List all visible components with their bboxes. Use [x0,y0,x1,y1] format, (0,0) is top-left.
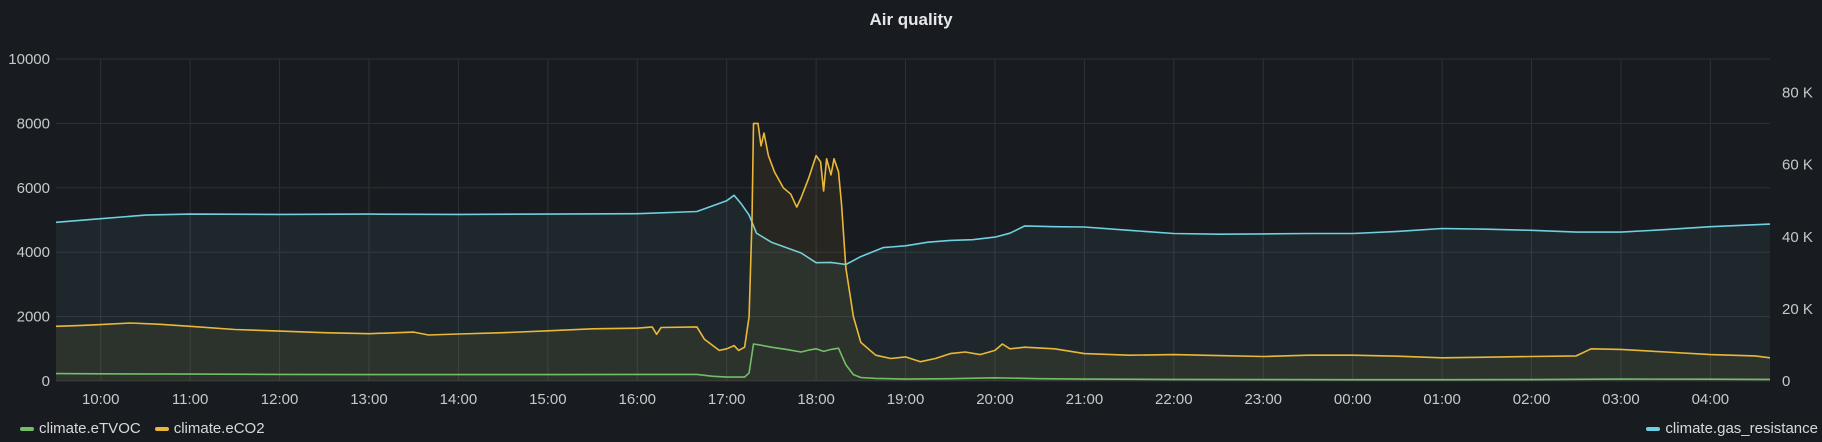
legend-label-eco2: climate.eCO2 [173,420,265,437]
x-tick-label: 15:00 [529,391,567,408]
y-left-tick-label: 0 [42,373,50,390]
legend-left: climate.eTVOC climate.eCO2 [20,420,279,437]
y-left-tick-label: 4000 [17,244,50,261]
x-tick-label: 16:00 [618,391,656,408]
series-line-gas-resistance [55,194,1771,266]
y-right-tick-label: 60 K [1782,157,1813,174]
series-area-eco2 [56,123,1770,382]
y-left-tick-label: 8000 [17,115,50,132]
y-left-tick-label: 2000 [17,309,50,326]
x-tick-label: 00:00 [1334,391,1372,408]
x-tick-label: 04:00 [1692,391,1730,408]
legend-swatch-etvoc [20,426,34,431]
legend-label-etvoc: climate.eTVOC [39,420,141,437]
legend-swatch-eco2 [154,426,169,431]
x-tick-label: 11:00 [172,391,208,408]
legend-right: climate.gas_resistance [1646,420,1818,437]
x-tick-label: 20:00 [976,391,1014,408]
x-tick-label: 02:00 [1513,391,1551,408]
x-tick-label: 17:00 [708,391,746,408]
x-tick-label: 19:00 [887,391,925,408]
y-left-tick-label: 6000 [17,180,50,197]
x-tick-label: 03:00 [1602,391,1640,408]
x-tick-label: 13:00 [350,391,388,408]
legend-swatch-gas-resistance [1646,426,1661,431]
y-right-tick-label: 80 K [1782,85,1813,102]
x-tick-label: 18:00 [797,391,835,408]
x-tick-label: 10:00 [82,391,120,408]
y-right-tick-label: 40 K [1782,229,1813,246]
series-line-etvoc [55,343,1771,381]
legend-label-gas-resistance: climate.gas_resistance [1665,420,1818,437]
x-tick-label: 01:00 [1423,391,1461,408]
series-area-gas-resistance [56,195,1770,381]
legend-item-gas-resistance[interactable]: climate.gas_resistance [1646,420,1818,437]
y-left-tick-label: 10000 [8,51,50,68]
y-right-tick-label: 20 K [1782,301,1813,318]
y-right-tick-label: 0 [1782,373,1790,390]
x-tick-label: 14:00 [440,391,478,408]
x-tick-label: 21:00 [1066,391,1104,408]
series-line-eco2 [55,122,1771,363]
x-tick-label: 23:00 [1244,391,1282,408]
x-tick-label: 12:00 [261,391,299,408]
x-tick-label: 22:00 [1155,391,1193,408]
legend-item-eco2[interactable]: climate.eCO2 [154,420,265,437]
panel-title[interactable]: Air quality [869,10,953,29]
legend-item-etvoc[interactable]: climate.eTVOC [20,420,141,437]
